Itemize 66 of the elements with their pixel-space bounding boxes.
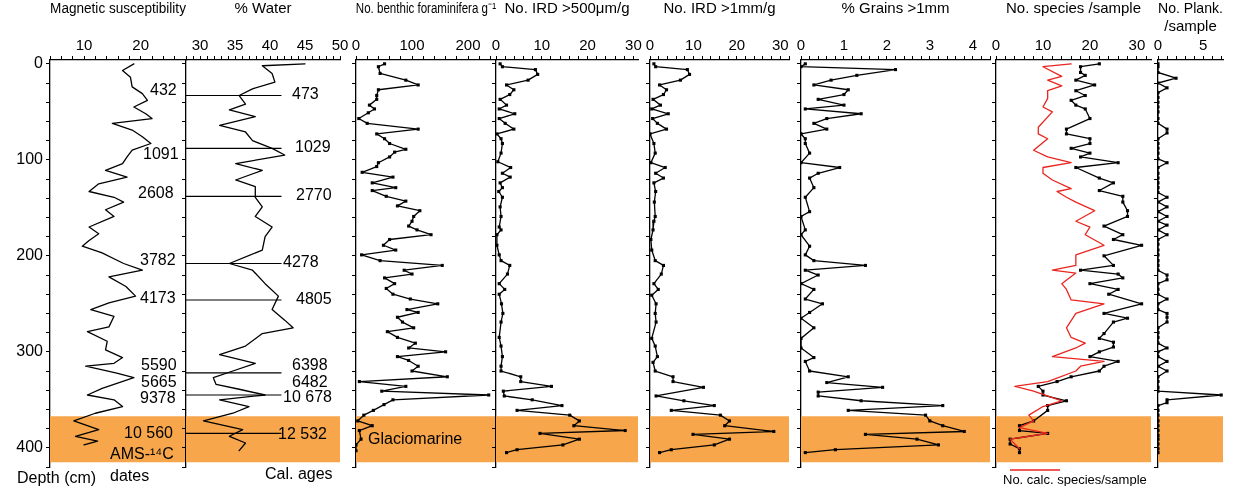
x-tick-label: 20 (579, 36, 596, 54)
annotation: 1091 (143, 145, 179, 163)
y-tick-label: 0 (34, 54, 44, 72)
x-tick-label: 0 (491, 36, 501, 54)
annotation: 5665 (141, 373, 177, 391)
x-tick-label: 35 (226, 36, 244, 54)
x-axis-title: No. Plank. /sample (1158, 0, 1223, 35)
y-tick-label: 200 (16, 246, 44, 264)
x-tick-label: 20 (1081, 36, 1099, 54)
annotation: 432 (150, 81, 177, 99)
annotation: 3782 (140, 251, 176, 269)
band-label: Glaciomarine (368, 429, 463, 447)
y-tick-label: 400 (16, 438, 44, 456)
x-axis-title: No. species /sample (1005, 0, 1142, 17)
y-axis-title: Depth (cm) (17, 469, 97, 486)
x-tick-label: 0 (991, 36, 1001, 54)
legend-label: No. calc. species/sample (1003, 472, 1147, 486)
x-tick-label: 5 (1198, 36, 1208, 54)
annotation: 2770 (296, 186, 332, 204)
x-tick-label: 0 (645, 36, 655, 54)
x-axis-title: % Water (234, 0, 292, 17)
annotation: 1029 (295, 138, 331, 156)
x-tick-label: 30 (771, 36, 789, 54)
x-tick-label: 10 (685, 36, 702, 54)
annotation: AMS-¹⁴C (110, 445, 174, 463)
x-tick-label: 4 (968, 36, 977, 54)
annotation: 9378 (140, 389, 176, 407)
annotation: 10 678 (283, 388, 333, 406)
x-tick-label: 200 (455, 36, 481, 54)
annotation: 12 532 (278, 425, 328, 443)
x-axis-title: No. benthic foraminifera g⁻¹ (355, 0, 497, 17)
annotation: 6482 (292, 373, 328, 391)
annotation: 5590 (141, 356, 177, 374)
y-tick-label: 300 (16, 342, 44, 360)
x-tick-label: 2 (882, 36, 892, 54)
x-axis-title: No. IRD >1mm/g (663, 0, 776, 17)
x-tick-label: 1 (839, 36, 849, 54)
x-tick-label: 30 (625, 36, 642, 54)
x-tick-label: 0 (351, 36, 361, 54)
x-axis-title: % Grains >1mm (841, 0, 950, 17)
x-tick-label: 3 (925, 36, 935, 54)
annotation: 473 (292, 85, 319, 103)
x-tick-label: 10 (75, 36, 93, 54)
x-tick-label: 30 (191, 36, 209, 54)
x-tick-label: 20 (132, 36, 150, 54)
x-tick-label: 100 (399, 36, 425, 54)
annotation: 2608 (138, 184, 174, 202)
x-axis-title: Magnetic susceptibility (50, 0, 187, 17)
annotation: Cal. ages (265, 465, 333, 483)
x-tick-label: 45 (296, 36, 314, 54)
text: dates (110, 467, 150, 485)
annotation: 6398 (292, 356, 328, 374)
x-axis-title: No. IRD >500μm/g (504, 0, 630, 17)
x-tick-label: 0 (1153, 36, 1163, 54)
x-tick-label: 30 (1128, 36, 1146, 54)
x-tick-label: 50 (331, 36, 349, 54)
x-tick-label: 40 (261, 36, 279, 54)
annotation: 4173 (140, 289, 176, 307)
annotation: 4805 (296, 290, 332, 308)
x-tick-label: 10 (533, 36, 551, 54)
annotation: 10 560 (124, 424, 174, 442)
x-tick-label: 0 (796, 36, 806, 54)
x-tick-label: 20 (728, 36, 746, 54)
x-tick-label: 10 (1034, 36, 1052, 54)
annotation: 4278 (283, 253, 319, 271)
y-tick-label: 100 (16, 150, 44, 168)
